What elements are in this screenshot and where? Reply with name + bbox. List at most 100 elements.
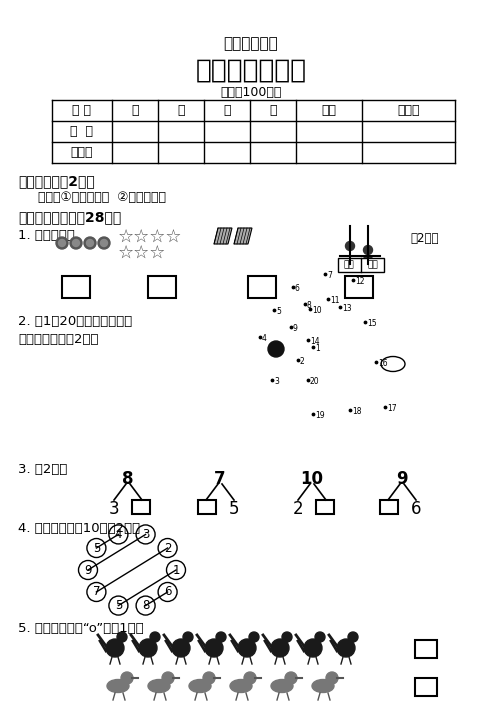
Text: 个位: 个位: [367, 260, 378, 269]
Text: 9: 9: [293, 324, 297, 333]
Circle shape: [282, 632, 292, 642]
Text: 3: 3: [109, 500, 119, 518]
Circle shape: [243, 672, 256, 684]
Polygon shape: [233, 228, 252, 244]
Bar: [197, 500, 215, 514]
Circle shape: [345, 242, 354, 250]
Circle shape: [215, 632, 225, 642]
Circle shape: [98, 237, 110, 249]
Bar: [247, 276, 276, 298]
Circle shape: [347, 632, 357, 642]
Polygon shape: [213, 228, 231, 244]
Circle shape: [136, 525, 155, 544]
Bar: [62, 276, 90, 298]
Circle shape: [304, 639, 321, 657]
Ellipse shape: [148, 680, 170, 693]
Text: 看看是什么？（2分）: 看看是什么？（2分）: [18, 333, 98, 346]
Text: 12: 12: [354, 277, 364, 286]
Circle shape: [158, 582, 177, 602]
Text: 一年级数学试卷: 一年级数学试卷: [195, 58, 306, 84]
Text: 二、我会填。（共28分）: 二、我会填。（共28分）: [18, 210, 121, 224]
Ellipse shape: [271, 680, 293, 693]
Circle shape: [84, 237, 96, 249]
Circle shape: [100, 240, 107, 247]
Text: 6: 6: [295, 284, 299, 293]
Text: ☆☆☆: ☆☆☆: [118, 244, 166, 262]
Text: 总分人: 总分人: [396, 104, 419, 117]
Circle shape: [325, 672, 337, 684]
Circle shape: [86, 240, 93, 247]
Text: 2. 从1到20的顺序连一连，: 2. 从1到20的顺序连一连，: [18, 315, 132, 328]
Circle shape: [56, 237, 68, 249]
Circle shape: [363, 255, 372, 264]
Text: 四: 四: [269, 104, 276, 117]
Text: 20: 20: [310, 377, 319, 386]
Ellipse shape: [229, 680, 252, 693]
Text: 14: 14: [310, 337, 319, 346]
Text: 一、书写。（2分）: 一、书写。（2分）: [18, 174, 95, 188]
Text: 三: 三: [223, 104, 230, 117]
Text: 18: 18: [351, 407, 361, 416]
Circle shape: [204, 639, 222, 657]
Circle shape: [59, 240, 65, 247]
Circle shape: [139, 639, 157, 657]
Text: （总分100分）: （总分100分）: [220, 86, 281, 99]
Circle shape: [109, 596, 128, 615]
Circle shape: [121, 672, 133, 684]
Bar: [132, 500, 150, 514]
Text: 2: 2: [163, 542, 171, 555]
Text: 总分: 总分: [321, 104, 336, 117]
Text: 2: 2: [292, 500, 303, 518]
Text: 4: 4: [114, 528, 122, 541]
Circle shape: [248, 632, 259, 642]
Text: 5: 5: [115, 599, 122, 612]
Circle shape: [87, 582, 106, 602]
Text: 8: 8: [307, 301, 311, 310]
Circle shape: [363, 245, 372, 255]
Circle shape: [78, 560, 97, 579]
Text: 17: 17: [386, 404, 396, 413]
Ellipse shape: [380, 356, 404, 372]
Bar: [344, 276, 372, 298]
Text: 期末综合检测: 期末综合检测: [223, 36, 278, 51]
Text: 二: 二: [177, 104, 184, 117]
Text: 3. （2分）: 3. （2分）: [18, 463, 67, 476]
Circle shape: [268, 341, 284, 357]
Text: 7: 7: [326, 271, 331, 280]
Text: ☆☆☆☆: ☆☆☆☆: [118, 228, 182, 246]
Text: 评分人: 评分人: [71, 146, 93, 159]
Text: 5. 在少的后面画“o”。（1分）: 5. 在少的后面画“o”。（1分）: [18, 622, 143, 635]
Circle shape: [117, 632, 127, 642]
Text: 8: 8: [142, 599, 149, 612]
Text: 10: 10: [300, 470, 323, 488]
Circle shape: [109, 525, 128, 544]
Circle shape: [314, 632, 324, 642]
Circle shape: [70, 237, 82, 249]
Text: 6: 6: [410, 500, 420, 518]
Bar: [337, 258, 383, 272]
Text: 5: 5: [276, 307, 281, 316]
Text: 5: 5: [93, 542, 100, 555]
Text: 4: 4: [262, 334, 267, 343]
Text: 1. 看图写数。: 1. 看图写数。: [18, 229, 75, 242]
Circle shape: [183, 632, 192, 642]
Circle shape: [271, 639, 289, 657]
Text: 要求：①卷面整洁。  ②字迹工整。: 要求：①卷面整洁。 ②字迹工整。: [38, 191, 166, 204]
Circle shape: [237, 639, 256, 657]
Circle shape: [162, 672, 174, 684]
Circle shape: [72, 240, 79, 247]
Bar: [315, 500, 333, 514]
Text: 16: 16: [377, 359, 387, 368]
Ellipse shape: [188, 680, 210, 693]
Circle shape: [87, 538, 106, 557]
Circle shape: [158, 538, 177, 557]
Text: 3: 3: [274, 377, 279, 386]
Text: 19: 19: [314, 411, 324, 420]
Bar: [414, 678, 436, 696]
Ellipse shape: [312, 680, 333, 693]
Bar: [414, 640, 436, 658]
Text: （2分）: （2分）: [409, 232, 438, 245]
Text: 5: 5: [228, 500, 239, 518]
Text: 10: 10: [312, 306, 321, 315]
Ellipse shape: [107, 680, 129, 693]
